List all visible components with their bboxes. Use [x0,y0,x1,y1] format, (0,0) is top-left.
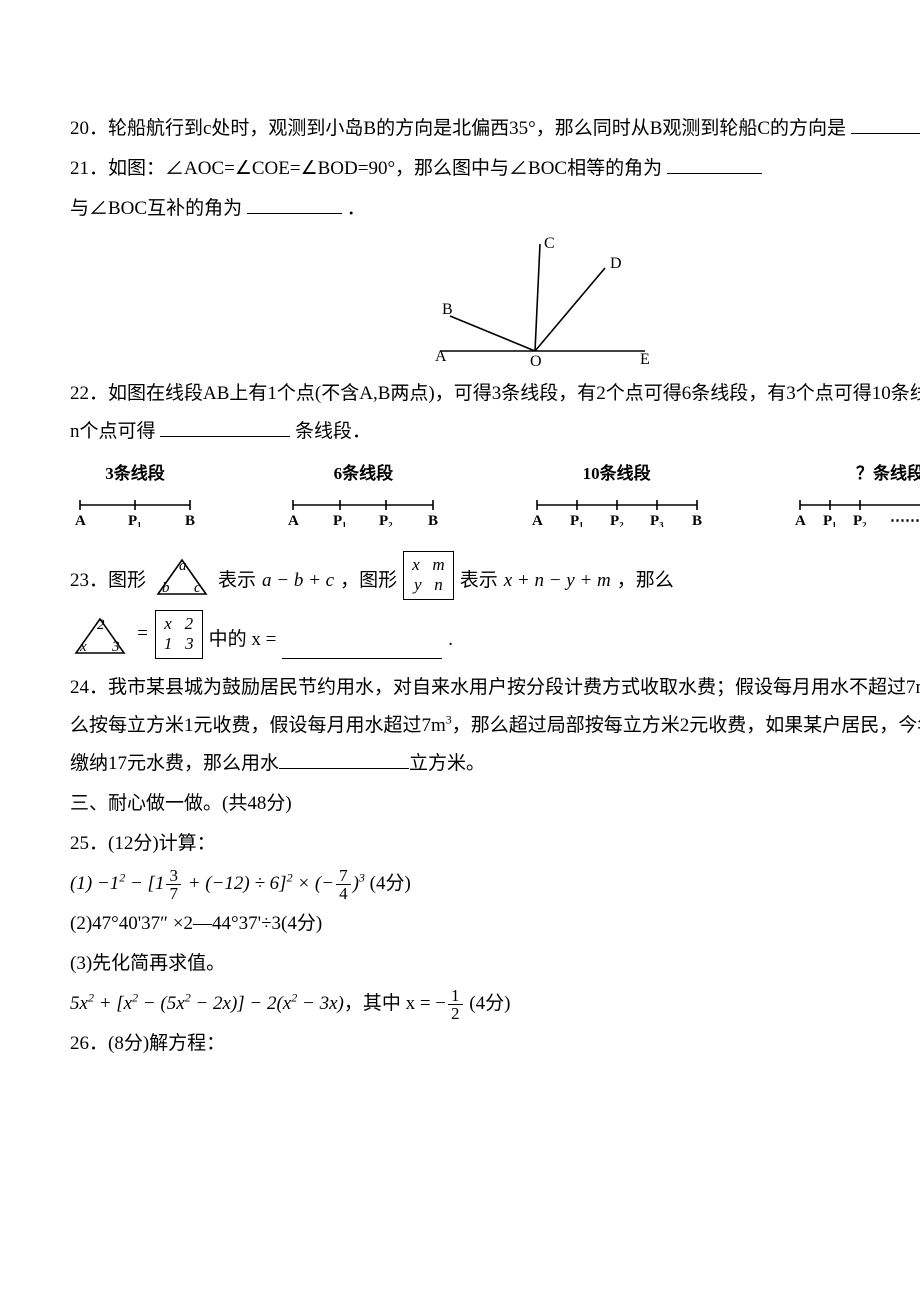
matrix-icon: x m y n [403,551,454,600]
angle-diagram-icon: A B C D E O [380,236,680,371]
blank [160,419,290,437]
svg-text:C: C [544,236,555,252]
q23-line2: 2 x 3 = x 2 1 3 中的 x = . [70,610,920,659]
q23-mid5: 中的 x = [209,621,277,659]
svg-text:P₁: P₁ [570,513,584,527]
seg-title: 10条线段 [527,457,707,491]
q25-p3-expr: 5x2 + [x2 − (5x2 − 2x)] − 2(x2 − 3x)，其中 … [70,985,920,1023]
triangle-icon: 2 x 3 [70,613,130,659]
t: − [1 [125,873,164,894]
line-segment-icon: A P₁ P₂ P₃ B [527,493,707,527]
svg-text:A: A [75,513,86,527]
t: ，其中 x = − [344,993,446,1014]
svg-text:2: 2 [97,617,105,633]
q23-mid4: ，那么 [617,562,674,600]
t: × (− [293,873,334,894]
q22-text-b: 条线段． [295,421,371,442]
t: − 2x)] − 2(x [191,993,292,1014]
q20-text-a: 20．轮船航行到c处时，观测到小岛B的方向是北偏西35°，那么同时从B观测到轮船… [70,118,846,139]
svg-text:P₂: P₂ [853,513,867,527]
t: + [x [94,993,132,1014]
svg-text:B: B [692,513,702,527]
q21-text-b: 与∠BOC互补的角为 [70,198,242,219]
segment-3: 3条线段 A P₁ B [70,457,200,541]
t: (4分) [365,873,411,894]
q23-tail: . [448,621,453,659]
line-segment-icon: A P₁ P₂ B [283,493,443,527]
segment-10: 10条线段 A P₁ P₂ P₃ B [527,457,707,541]
blank [247,196,342,214]
seg-title: 6条线段 [283,457,443,491]
blank [851,116,920,134]
q21-figure: A B C D E O [70,236,920,371]
q23-expr1: a − b + c [262,562,334,600]
fraction-icon: 74 [336,867,351,902]
seg-title: 3条线段 [70,457,200,491]
q26: 26．(8分)解方程： [70,1025,920,1063]
q24-d: 立方米。 [409,753,485,774]
t: 5x [70,993,88,1014]
q23-line1: 23．图形 a b c 表示 a − b + c ，图形 x m y n 表示 … [70,551,920,600]
svg-text:⋯⋯: ⋯⋯ [890,513,920,527]
t: (1) −1 [70,873,119,894]
q23-pre: 23．图形 [70,562,146,600]
q25-p2: (2)47°40'37″ ×2—44°37'÷3(4分) [70,905,920,943]
q20: 20．轮船航行到c处时，观测到小岛B的方向是北偏西35°，那么同时从B观测到轮船… [70,110,920,148]
q23-mid1: 表示 [218,562,256,600]
svg-text:A: A [795,513,806,527]
svg-text:x: x [79,639,87,655]
svg-text:P₁: P₁ [823,513,837,527]
svg-text:B: B [428,513,438,527]
q21-text-a: 21．如图：∠AOC=∠COE=∠BOD=90°，那么图中与∠BOC相等的角为 [70,158,662,179]
svg-text:a: a [179,558,187,574]
q21-line2: 与∠BOC互补的角为 ． [70,190,920,228]
svg-text:P₂: P₂ [610,513,624,527]
q23-mid3: 表示 [460,562,498,600]
fraction-icon: 37 [166,867,181,902]
q24-a: 24．我市某县城为鼓励居民节约用水，对自来水用户按分段计费方式收取水费；假设每月… [70,677,920,698]
q23-expr2: x + n − y + m [504,562,611,600]
t: − (5x [138,993,185,1014]
matrix-icon: x 2 1 3 [155,610,203,659]
q24: 24．我市某县城为鼓励居民节约用水，对自来水用户按分段计费方式收取水费；假设每月… [70,669,920,783]
svg-text:P₁: P₁ [128,513,142,527]
section-3-title: 三、耐心做一做。(共48分) [70,785,920,823]
blank [667,156,762,174]
segment-n: ？条线段 A P₁ P₂ ⋯⋯ Pₙ B [790,457,920,541]
svg-text:A: A [288,513,299,527]
q25-head: 25．(12分)计算： [70,825,920,863]
t: − 3x) [297,993,344,1014]
svg-text:B: B [442,301,453,318]
svg-text:E: E [640,351,650,368]
fraction-icon: 12 [448,987,463,1022]
q25-p1: (1) −12 − [137 + (−12) ÷ 6]2 × (−74)3 (4… [70,865,920,903]
line-segment-icon: A P₁ P₂ ⋯⋯ Pₙ B [790,493,920,527]
line-segment-icon: A P₁ B [70,493,200,527]
svg-text:3: 3 [111,639,120,655]
blank [282,640,442,658]
eq-sign: = [136,615,149,653]
blank [279,750,409,768]
t: (4分) [465,993,511,1014]
svg-text:c: c [194,580,201,596]
segment-6: 6条线段 A P₁ P₂ B [283,457,443,541]
triangle-icon: a b c [152,554,212,600]
svg-text:O: O [530,353,542,370]
q23-mid2: ，图形 [340,562,397,600]
q21-text-c: ． [347,198,366,219]
q22-figures: 3条线段 A P₁ B 6条线段 A P₁ P₂ B 10条线段 [70,457,920,541]
t: + (−12) ÷ 6] [183,873,287,894]
svg-text:A: A [532,513,543,527]
q21-line1: 21．如图：∠AOC=∠COE=∠BOD=90°，那么图中与∠BOC相等的角为 [70,150,920,188]
q22: 22．如图在线段AB上有1个点(不含A,B两点)，可得3条线段，有2个点可得6条… [70,375,920,451]
q25-p3: (3)先化简再求值。 [70,945,920,983]
svg-text:A: A [435,348,447,365]
svg-text:D: D [610,255,622,272]
svg-text:P₁: P₁ [333,513,347,527]
svg-text:P₃: P₃ [650,513,664,527]
svg-text:B: B [185,513,195,527]
svg-text:b: b [162,580,170,596]
seg-title: ？条线段 [790,457,920,491]
svg-text:P₂: P₂ [379,513,393,527]
